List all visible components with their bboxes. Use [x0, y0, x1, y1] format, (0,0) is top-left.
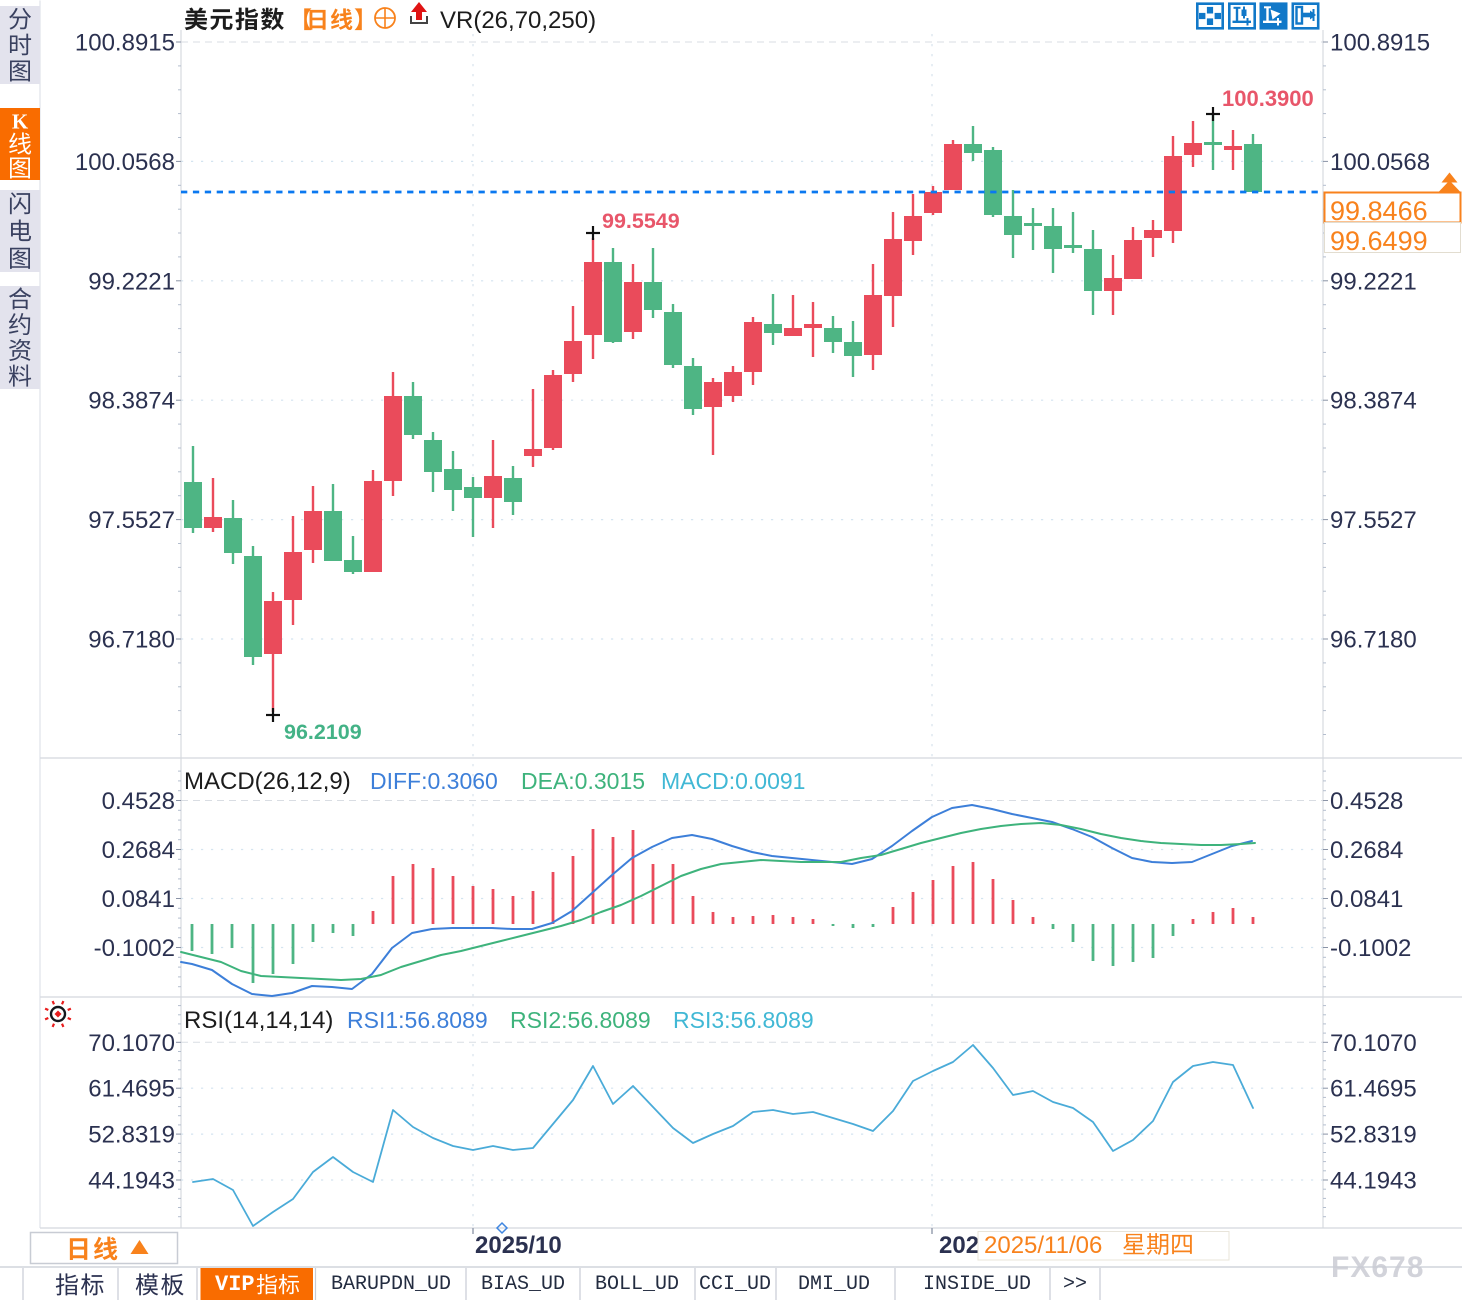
svg-text:99.8466: 99.8466	[1330, 196, 1428, 226]
svg-text:VR(26,70,250): VR(26,70,250)	[440, 7, 596, 34]
svg-text:0.4528: 0.4528	[1330, 788, 1403, 815]
svg-text:0.4528: 0.4528	[102, 788, 175, 815]
svg-text:61.4695: 61.4695	[88, 1076, 175, 1103]
svg-text:100.8915: 100.8915	[1330, 30, 1430, 57]
svg-text:RSI2:56.8089: RSI2:56.8089	[510, 1007, 651, 1033]
svg-text:0.0841: 0.0841	[1330, 886, 1403, 913]
svg-text:BARUPDN_UD: BARUPDN_UD	[331, 1273, 451, 1296]
svg-text:61.4695: 61.4695	[1330, 1076, 1417, 1103]
svg-text:BIAS_UD: BIAS_UD	[481, 1273, 565, 1296]
svg-text:DMI_UD: DMI_UD	[798, 1273, 870, 1296]
svg-text:99.5549: 99.5549	[602, 209, 680, 233]
svg-text:44.1943: 44.1943	[1330, 1168, 1417, 1195]
svg-text:RSI(14,14,14): RSI(14,14,14)	[184, 1007, 333, 1034]
svg-text:0.2684: 0.2684	[102, 837, 175, 864]
svg-text:100.3900: 100.3900	[1222, 86, 1314, 111]
svg-text:100.0568: 100.0568	[1330, 149, 1430, 176]
svg-text:96.7180: 96.7180	[1330, 627, 1417, 654]
svg-text:99.2221: 99.2221	[88, 268, 175, 295]
svg-text:MACD:0.0091: MACD:0.0091	[661, 768, 805, 794]
svg-text:99.2221: 99.2221	[1330, 268, 1417, 295]
svg-text:70.1070: 70.1070	[88, 1030, 175, 1057]
svg-text:44.1943: 44.1943	[88, 1168, 175, 1195]
svg-text:2025/11/06: 2025/11/06	[984, 1232, 1102, 1259]
svg-text:-0.1002: -0.1002	[1330, 935, 1411, 962]
svg-text:2025/10: 2025/10	[475, 1232, 562, 1259]
svg-text:52.8319: 52.8319	[88, 1122, 175, 1149]
svg-text:DEA:0.3015: DEA:0.3015	[521, 768, 645, 794]
svg-text:VIP: VIP	[215, 1272, 255, 1297]
svg-text:98.3874: 98.3874	[88, 388, 175, 415]
svg-text:52.8319: 52.8319	[1330, 1122, 1417, 1149]
svg-text:MACD(26,12,9): MACD(26,12,9)	[184, 768, 351, 795]
svg-text:98.3874: 98.3874	[1330, 388, 1417, 415]
svg-text:BOLL_UD: BOLL_UD	[595, 1273, 679, 1296]
svg-text:-0.1002: -0.1002	[94, 935, 175, 962]
svg-text:100.0568: 100.0568	[75, 149, 175, 176]
svg-text:0.2684: 0.2684	[1330, 837, 1403, 864]
svg-text:DIFF:0.3060: DIFF:0.3060	[370, 768, 498, 794]
svg-text:K: K	[12, 110, 29, 134]
svg-text:100.8915: 100.8915	[75, 30, 175, 57]
svg-text:RSI3:56.8089: RSI3:56.8089	[673, 1007, 814, 1033]
svg-text:INSIDE_UD: INSIDE_UD	[923, 1273, 1031, 1296]
svg-text:0.0841: 0.0841	[102, 886, 175, 913]
svg-text:99.6499: 99.6499	[1330, 226, 1428, 256]
svg-text:RSI1:56.8089: RSI1:56.8089	[347, 1007, 488, 1033]
svg-text:CCI_UD: CCI_UD	[699, 1273, 771, 1296]
svg-text:>>: >>	[1063, 1273, 1087, 1296]
svg-text:96.7180: 96.7180	[88, 627, 175, 654]
svg-text:96.2109: 96.2109	[284, 720, 362, 744]
svg-text:70.1070: 70.1070	[1330, 1030, 1417, 1057]
svg-text:97.5527: 97.5527	[88, 507, 175, 534]
svg-text:97.5527: 97.5527	[1330, 507, 1417, 534]
